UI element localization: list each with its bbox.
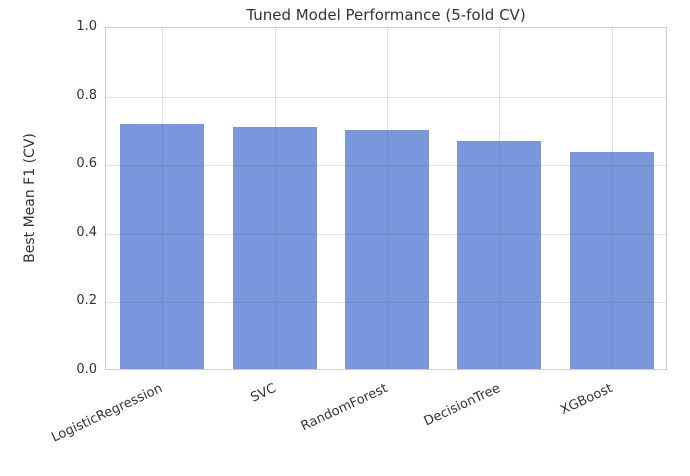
bar	[457, 141, 541, 369]
bar	[233, 127, 317, 369]
grid-line-horizontal	[106, 97, 666, 98]
x-tick-label: SVC	[248, 381, 279, 406]
grid-line-horizontal	[106, 165, 666, 166]
y-tick-label: 0.0	[76, 362, 97, 377]
bar	[120, 124, 204, 369]
grid-line-vertical	[612, 28, 613, 369]
y-tick-label: 0.2	[76, 293, 97, 308]
x-tick-label: LogisticRegression	[49, 381, 166, 446]
y-tick-label: 1.0	[76, 19, 97, 34]
grid-line-horizontal	[106, 302, 666, 303]
x-tick-label: XGBoost	[558, 381, 616, 419]
chart-title: Tuned Model Performance (5-fold CV)	[246, 6, 526, 24]
grid-line-vertical	[387, 28, 388, 369]
grid-line-vertical	[499, 28, 500, 369]
x-tick-label: DecisionTree	[421, 381, 503, 430]
bar	[570, 152, 654, 369]
grid-line-vertical	[275, 28, 276, 369]
grid-line-horizontal	[106, 234, 666, 235]
y-tick-label: 0.6	[76, 156, 97, 171]
y-tick-label: 0.4	[76, 225, 97, 240]
bar	[345, 130, 429, 369]
x-tick-label: RandomForest	[299, 381, 391, 435]
y-axis-label: Best Mean F1 (CV)	[22, 133, 38, 263]
plot-area	[105, 27, 667, 370]
grid-line-vertical	[162, 28, 163, 369]
y-tick-label: 0.8	[76, 88, 97, 103]
